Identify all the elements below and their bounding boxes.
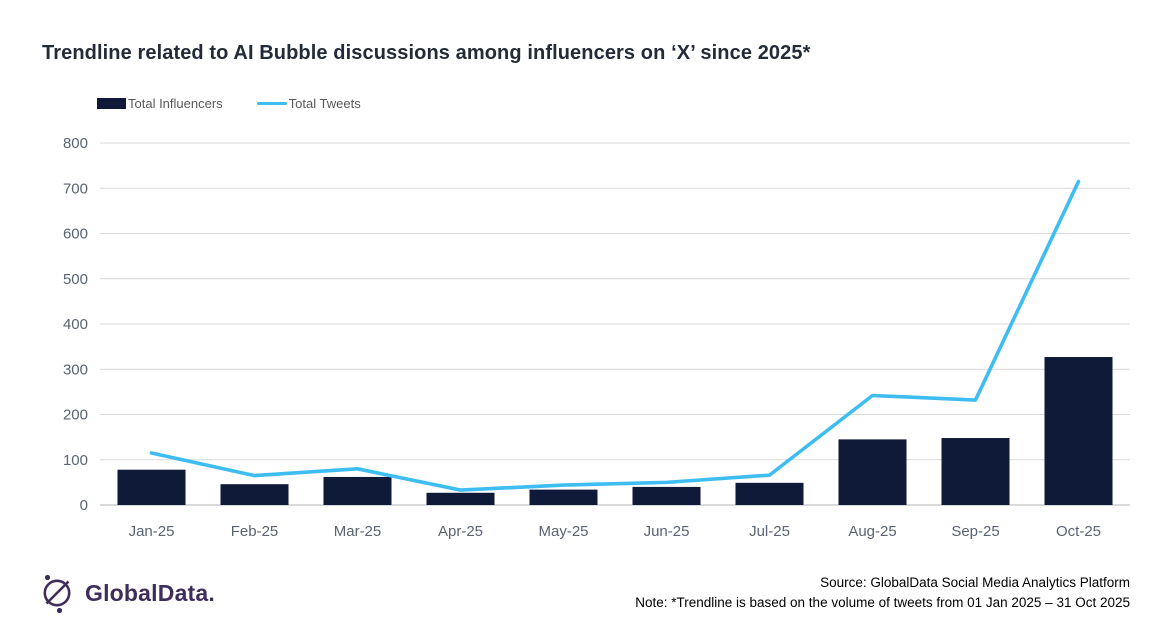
y-tick-label-700: 700	[63, 180, 88, 197]
page-title: Trendline related to AI Bubble discussio…	[42, 42, 811, 64]
bar-aug-25	[838, 439, 907, 505]
y-tick-label-300: 300	[63, 361, 88, 378]
line-swatch-icon	[256, 102, 287, 105]
globaldata-logo: GlobalData.	[38, 572, 215, 614]
globaldata-logo-icon	[43, 574, 71, 614]
source-text: Source: GlobalData Social Media Analytic…	[820, 575, 1130, 590]
footer-notes: Source: GlobalData Social Media Analytic…	[635, 573, 1130, 613]
legend-label: Total Influencers	[128, 96, 223, 111]
y-tick-label-800: 800	[63, 135, 88, 152]
bar-may-25	[529, 489, 598, 505]
bar-jan-25	[117, 469, 186, 505]
bar-sep-25	[941, 438, 1010, 505]
x-axis-label-apr-25: Apr-25	[438, 523, 483, 540]
legend-label: Total Tweets	[288, 96, 361, 111]
x-axis-label-mar-25: Mar-25	[334, 523, 382, 540]
y-tick-label-600: 600	[63, 226, 88, 243]
x-axis-label-may-25: May-25	[538, 523, 588, 540]
x-axis-label-feb-25: Feb-25	[231, 523, 279, 540]
legend-item-total-influencers: Total Influencers	[97, 96, 223, 111]
legend-item-total-tweets: Total Tweets	[256, 96, 361, 111]
bar-apr-25	[426, 492, 495, 505]
trend-line-total-tweets	[149, 179, 1081, 492]
x-axis-label-oct-25: Oct-25	[1056, 523, 1101, 540]
bar-feb-25	[220, 484, 289, 505]
x-axis-label-jan-25: Jan-25	[129, 523, 175, 540]
x-axis-label-sep-25: Sep-25	[951, 523, 999, 540]
bar-oct-25	[1044, 357, 1113, 505]
y-tick-label-200: 200	[63, 407, 88, 424]
chart-legend: Total Influencers Total Tweets	[97, 96, 361, 111]
x-axis-label-jul-25: Jul-25	[749, 523, 790, 540]
x-axis-label-aug-25: Aug-25	[848, 523, 896, 540]
y-tick-label-100: 100	[63, 452, 88, 469]
bar-mar-25	[323, 476, 392, 505]
y-tick-label-0: 0	[80, 497, 88, 514]
y-tick-label-500: 500	[63, 271, 88, 288]
bar-jun-25	[632, 486, 701, 505]
bar-swatch-icon	[97, 98, 126, 109]
x-axis-label-jun-25: Jun-25	[644, 523, 690, 540]
bar-jul-25	[735, 482, 804, 505]
globaldata-logo-text: GlobalData.	[85, 579, 216, 606]
note-text: Note: *Trendline is based on the volume …	[635, 595, 1130, 610]
y-tick-label-400: 400	[63, 316, 88, 333]
